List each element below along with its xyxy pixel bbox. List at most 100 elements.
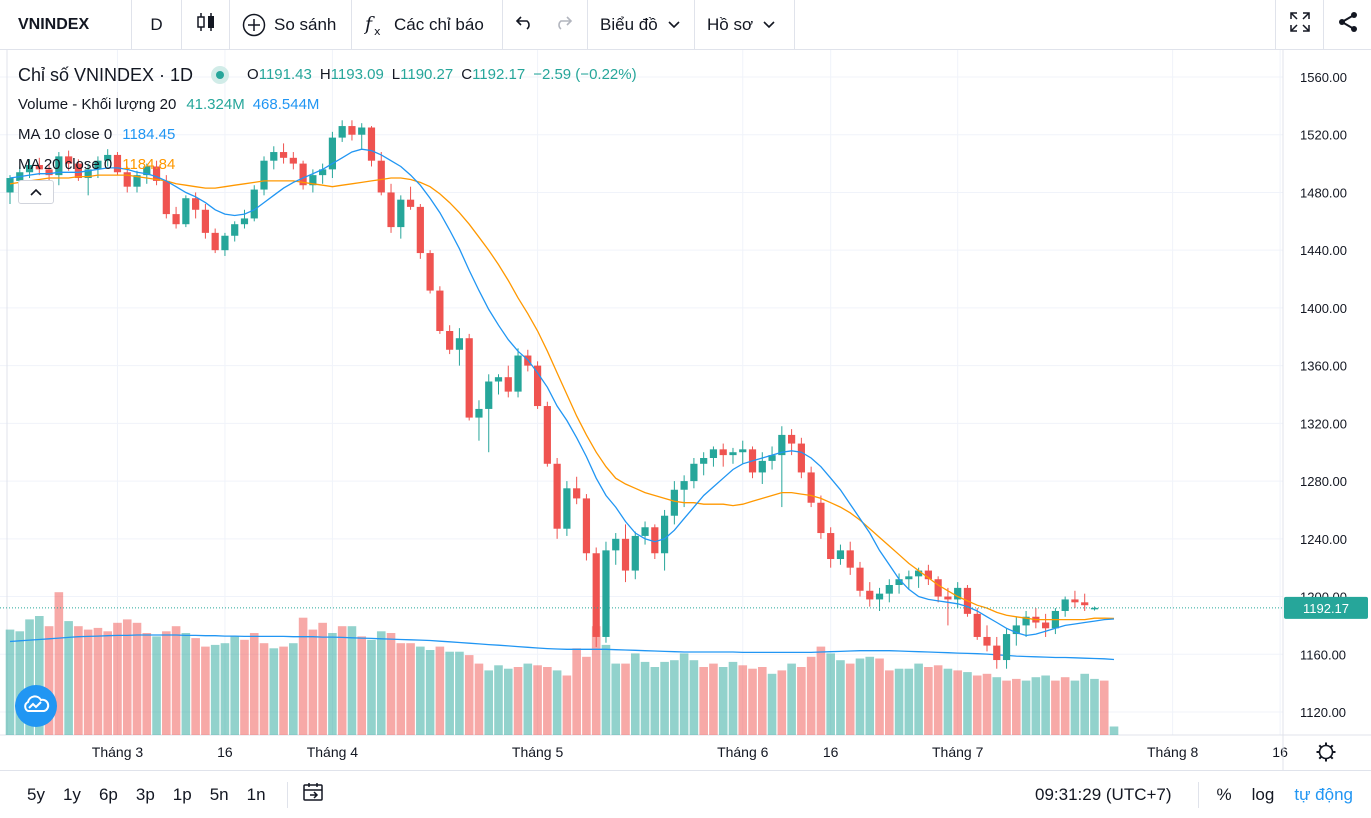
tradingview-logo[interactable] [15,685,57,727]
candle-body [885,585,893,594]
volume-bar [582,656,591,735]
interval-button[interactable]: D [132,0,182,49]
volume-bar [1080,673,1089,735]
volume-bar [269,648,279,735]
volume-bar [533,665,542,735]
legend-ma20-row[interactable]: MA 20 close 0 1184.84 [18,150,645,180]
log-toggle[interactable]: log [1251,785,1275,804]
candle-body [74,163,82,179]
profile-menu-button[interactable]: Hồ sơ [695,0,795,49]
candle-body [348,126,356,135]
volume-bar [855,658,865,735]
candle-body [983,636,991,646]
candle-body [1090,607,1099,610]
candle-body [993,645,1001,661]
settings-gear-icon[interactable] [1316,742,1336,762]
profile-label: Hồ sơ [707,14,754,34]
range-1p[interactable]: 1p [172,784,192,804]
volume-bar [1099,680,1109,735]
candle-body [494,377,503,382]
y-tick-label: 1520.00 [1300,128,1347,143]
x-tick-label: Tháng 4 [307,744,359,760]
volume-bar [93,627,103,735]
y-tick-label: 1480.00 [1300,185,1347,200]
volume-bar [64,621,73,735]
candle-body [690,463,698,482]
close-label: C [461,66,473,83]
candle-body [856,567,864,591]
volume-bar [318,622,327,735]
auto-scale-toggle[interactable]: tự động [1294,785,1353,804]
volume-bar [308,629,318,735]
volume-bar [943,668,953,735]
candle-body [788,434,796,444]
x-tick-label: Tháng 3 [92,744,144,760]
volume-bar [425,650,435,735]
legend-collapse-button[interactable] [18,180,54,204]
candle-body [553,463,561,529]
range-5y[interactable]: 5y [27,784,45,804]
range-1n[interactable]: 1n [246,784,266,804]
candle-body [309,175,317,186]
high-value: 1193.09 [330,66,384,83]
candle-body [182,198,190,225]
volume-bar [513,667,523,735]
layout-menu-button[interactable]: Biểu đồ [588,0,695,49]
candle-body [113,154,122,173]
volume-bar [376,631,386,735]
goto-date-button[interactable] [302,781,324,808]
candle-body [797,443,805,473]
symbol-search-button[interactable]: VNINDEX [0,0,132,49]
candle-body [739,449,747,453]
candle-body [338,126,346,138]
chart-container[interactable]: 1560.00 1520.00 1480.00 1440.00 1400.00 1360.… [0,50,1371,770]
volume-bar [347,626,357,735]
candle-body [201,209,209,233]
clock-label[interactable]: 09:31:29 (UTC+7) [1035,782,1199,808]
ma10-line [9,148,1115,637]
divider [286,781,288,808]
candle-body [621,538,630,571]
legend-ma10-row[interactable]: MA 10 close 0 1184.45 [18,120,645,150]
volume-bar [289,643,298,735]
redo-icon[interactable] [553,14,573,35]
range-6p[interactable]: 6p [98,784,118,804]
volume-bar [171,626,181,735]
volume-bar [953,670,962,735]
percent-toggle[interactable]: % [1216,785,1232,804]
candle-body [563,488,571,529]
volume-bar [670,660,679,735]
volume-bar [748,668,757,735]
candle-body [836,550,845,560]
volume-ma-value: 468.544M [252,96,320,113]
range-3p[interactable]: 3p [135,784,155,804]
share-button[interactable] [1323,0,1371,49]
y-tick-label: 1240.00 [1300,532,1347,547]
volume-bar [240,639,249,735]
legend-volume-row[interactable]: Volume - Khối lượng 20 41.324M 468.544M [18,90,645,120]
candle-body [84,169,92,179]
candle-body [377,160,385,193]
candle-body [35,165,43,170]
bottom-toolbar: 5y 1y 6p 3p 1p 5n 1n 09:31:29 (UTC+7) % … [0,770,1371,818]
undo-icon[interactable] [515,14,535,35]
candle-body [895,579,903,585]
volume-bar [963,672,972,735]
share-icon [1337,11,1359,38]
volume-bar [132,622,142,735]
fullscreen-button[interactable] [1275,0,1323,49]
compare-button[interactable]: So sánh [230,0,352,49]
y-tick-label: 1400.00 [1300,301,1347,316]
ma10-value: 1184.45 [122,126,176,143]
fullscreen-icon [1289,11,1311,38]
candles-icon [196,11,216,38]
range-5n[interactable]: 5n [209,784,229,804]
volume-bar [914,663,923,735]
price-chart[interactable]: 1560.00 1520.00 1480.00 1440.00 1400.00 1360.… [0,50,1371,770]
candle-body [299,163,307,186]
range-1y[interactable]: 1y [62,784,81,804]
chart-type-button[interactable] [182,0,230,49]
